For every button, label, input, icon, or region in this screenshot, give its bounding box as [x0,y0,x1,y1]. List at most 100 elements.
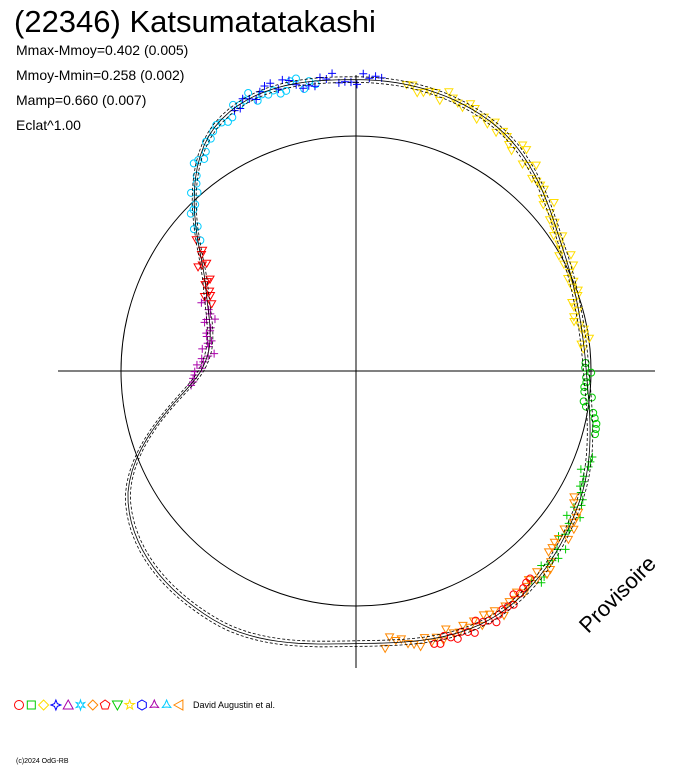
series-0 [401,81,595,354]
copyright: (c)2024 OdG-RB [16,758,69,765]
legend-symbols [14,698,184,712]
data-point [209,127,218,136]
legend-symbol-circle [14,700,24,710]
data-point [482,120,493,129]
data-point [253,96,262,105]
data-point [591,425,600,434]
data-point [579,397,588,406]
data-point [576,488,585,497]
data-point [210,349,219,358]
data-point [471,616,480,625]
data-point [471,115,482,125]
data-point [576,465,585,474]
data-point [282,86,291,95]
legend-symbol-pentagon [99,699,111,710]
data-point [292,80,301,89]
data-point [503,141,514,150]
data-point [236,104,245,113]
legend-symbol-triangle-down [111,700,124,712]
reference-circle [120,135,592,607]
data-point [266,79,275,88]
data-point [576,482,585,491]
data-point [568,518,579,528]
data-point [492,618,501,627]
data-point [207,336,216,345]
legend-symbol-diamond [37,699,50,711]
data-point [531,161,542,171]
data-point [498,127,509,137]
data-point [511,588,522,598]
data-point [557,232,568,241]
data-point [580,387,589,396]
data-point [531,576,542,585]
data-point [365,74,374,83]
plot-axes [58,75,655,668]
legend-credit: David Augustin et al. [193,700,276,710]
data-point [440,625,451,634]
data-point [274,85,283,94]
data-point [390,637,401,646]
data-point [359,69,368,78]
data-point [586,457,595,466]
legend-symbol-flower [161,698,172,709]
series-5 [187,296,219,390]
data-point [502,132,513,142]
data-point [197,246,208,256]
legend-symbol-hexagon [137,699,147,711]
data-point [537,578,546,587]
data-point [574,321,585,331]
data-point [521,146,532,155]
data-point [434,96,445,106]
data-point [457,627,466,636]
data-point [573,286,583,296]
legend-symbol-triangle-left [172,699,184,711]
data-point [517,141,528,151]
data-point [581,363,590,372]
data-point [566,251,576,260]
chart-title: (22346) Katsumatatakashi [14,4,376,39]
data-point [197,364,206,373]
data-point [415,642,426,652]
data-point [322,75,331,84]
stat-line-max: Mmax-Mmoy=0.402 (0.005) [16,42,189,58]
data-point [568,525,579,535]
data-point [284,76,293,85]
data-point [192,360,201,369]
data-point [223,117,232,126]
stat-line-eclat: Eclat^1.00 [16,117,81,133]
data-point [470,628,479,637]
model-curve-line [127,79,591,645]
data-point [201,147,210,156]
observation-series [186,69,601,654]
data-point [328,69,337,78]
legend-symbol-diamond-cross [87,699,99,711]
legend-symbol-square [26,700,36,710]
data-point [561,545,570,554]
data-point [568,261,579,270]
data-point [205,275,215,285]
data-point [300,84,309,93]
data-point [531,568,542,577]
data-point [197,261,208,270]
legend-symbol-triangle [62,698,75,710]
data-point [573,508,584,518]
data-point [549,225,559,235]
data-point [568,277,579,287]
data-point [191,236,202,245]
data-point [210,315,219,324]
data-point [509,600,518,609]
data-point [543,548,554,557]
data-point [430,639,439,648]
data-point [278,75,287,84]
data-point [192,179,201,188]
data-point [509,590,518,599]
data-point [523,161,534,171]
data-point [186,209,195,218]
model-curve-line [130,81,588,642]
data-point [569,493,579,502]
legend-symbol-star5 [123,698,136,711]
data-point [526,574,535,583]
data-point [519,589,530,598]
data-point [187,381,196,390]
data-point [592,419,601,428]
